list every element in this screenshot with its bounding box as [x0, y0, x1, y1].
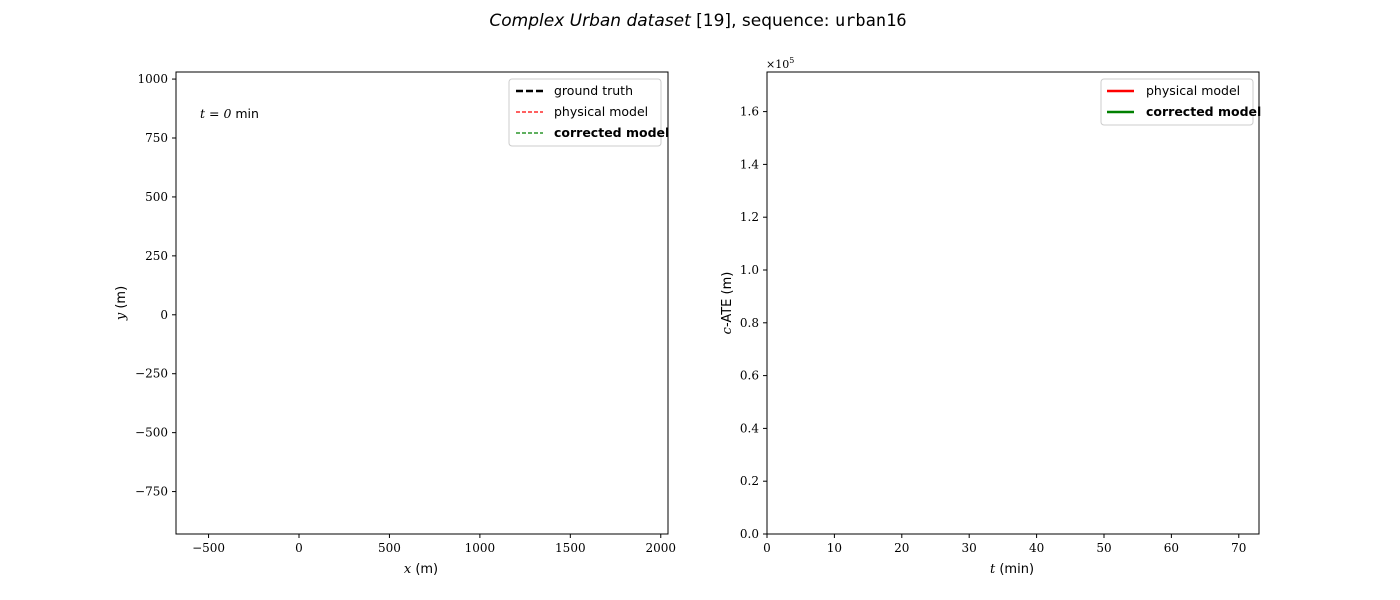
trajectory-y-axis-var: y	[114, 312, 129, 321]
ate-y-tick-label: 0.8	[740, 316, 759, 330]
legend-physical-model-label: physical model	[554, 104, 648, 119]
ate-y-tick-label: 1.4	[740, 157, 759, 171]
trajectory-y-axis-unit: (m)	[114, 286, 129, 313]
trajectory-plot: −500 0 500 1000 1500 2000 −750 −500 −250 0 250 500…	[114, 71, 676, 577]
ate-x-axis-unit: (min)	[995, 562, 1034, 577]
ate-y-multiplier-exp: 5	[789, 56, 794, 65]
ate-y-tick-label: 1.6	[740, 105, 759, 119]
ate-plot: 0 10 20 30 40 50 60 70 0.0 0.2 0.4 0.6 0.8 1.0 1.2 1.4…	[720, 56, 1261, 577]
trajectory-x-axis-unit: (m)	[411, 562, 438, 577]
trajectory-x-tick-label: 2000	[645, 541, 676, 555]
ate-y-tick-label: 0.4	[740, 421, 759, 435]
ate-x-tick-label: 60	[1164, 541, 1179, 555]
time-annotation: t = 0 min	[200, 106, 259, 121]
trajectory-y-tick-label: −500	[135, 426, 168, 440]
trajectory-x-axis-label: x (m)	[404, 562, 438, 577]
ate-x-tick-label: 0	[763, 541, 771, 555]
trajectory-x-tick-label: 1500	[555, 541, 586, 555]
trajectory-y-tick-label: 250	[145, 249, 168, 263]
trajectory-x-tick-label: 1000	[465, 541, 496, 555]
ate-y-tick-label: 0.0	[740, 527, 759, 541]
legend-ground-truth-label: ground truth	[554, 83, 633, 98]
ate-legend-physical-model-label: physical model	[1146, 83, 1240, 98]
ate-x-tick-label: 40	[1029, 541, 1044, 555]
trajectory-x-tick-label: 0	[295, 541, 303, 555]
figure-title-sequence: urban16	[835, 11, 907, 31]
ate-y-tick-label: 0.6	[740, 369, 759, 383]
ate-x-tick-label: 50	[1096, 541, 1111, 555]
ate-y-multiplier-base: ×10	[766, 58, 789, 71]
trajectory-plot-frame	[175, 71, 669, 535]
figure-title-italic: Complex Urban dataset	[489, 11, 692, 31]
trajectory-y-tick-label: −750	[135, 485, 168, 499]
ate-x-axis-label: t (min)	[990, 562, 1034, 577]
trajectory-y-tick-label: 0	[160, 308, 168, 322]
time-annotation-unit: min	[231, 106, 259, 121]
figure-title: Complex Urban dataset [19], sequence: ur…	[489, 11, 906, 31]
ate-legend-box	[1100, 78, 1254, 126]
ate-y-ticks: 0.0 0.2 0.4 0.6 0.8 1.0 1.2 1.4 1.6	[740, 105, 767, 541]
trajectory-legend: ground truth physical model corrected mo…	[508, 78, 669, 147]
trajectory-y-tick-label: 500	[145, 190, 168, 204]
trajectory-y-ticks: −750 −500 −250 0 250 500 750 1000	[135, 72, 176, 499]
ate-x-tick-label: 10	[827, 541, 842, 555]
trajectory-x-tick-label: 500	[378, 541, 401, 555]
legend-corrected-model-label: corrected model	[554, 125, 669, 140]
ate-y-axis-label: c-ATE (m)	[720, 272, 735, 335]
ate-y-tick-label: 1.2	[740, 210, 759, 224]
trajectory-x-ticks: −500 0 500 1000 1500 2000	[192, 534, 676, 555]
ate-x-tick-label: 70	[1231, 541, 1246, 555]
trajectory-y-tick-label: 750	[145, 131, 168, 145]
trajectory-y-tick-label: 1000	[137, 72, 168, 86]
ate-plot-frame	[766, 71, 1260, 535]
time-annotation-var: t = 0	[200, 106, 231, 121]
trajectory-y-tick-label: −250	[135, 367, 168, 381]
ate-y-axis-var: c	[720, 326, 735, 334]
trajectory-x-tick-label: −500	[192, 541, 225, 555]
ate-x-axis-var: t	[990, 562, 996, 577]
ate-x-tick-label: 20	[894, 541, 909, 555]
ate-legend-corrected-model-label: corrected model	[1146, 104, 1261, 119]
figure-title-rest: [19], sequence:	[691, 11, 835, 31]
ate-y-tick-label: 1.0	[740, 263, 759, 277]
ate-x-ticks: 0 10 20 30 40 50 60 70	[763, 534, 1246, 555]
ate-y-axis-unit: -ATE (m)	[720, 272, 735, 327]
ate-legend: physical model corrected model	[1100, 78, 1261, 126]
trajectory-y-axis-label: y (m)	[114, 286, 129, 321]
ate-y-multiplier: ×105	[766, 56, 794, 71]
trajectory-x-axis-var: x	[404, 562, 412, 577]
ate-x-tick-label: 30	[962, 541, 977, 555]
ate-y-tick-label: 0.2	[740, 474, 759, 488]
trajectory-legend-box	[508, 78, 662, 147]
